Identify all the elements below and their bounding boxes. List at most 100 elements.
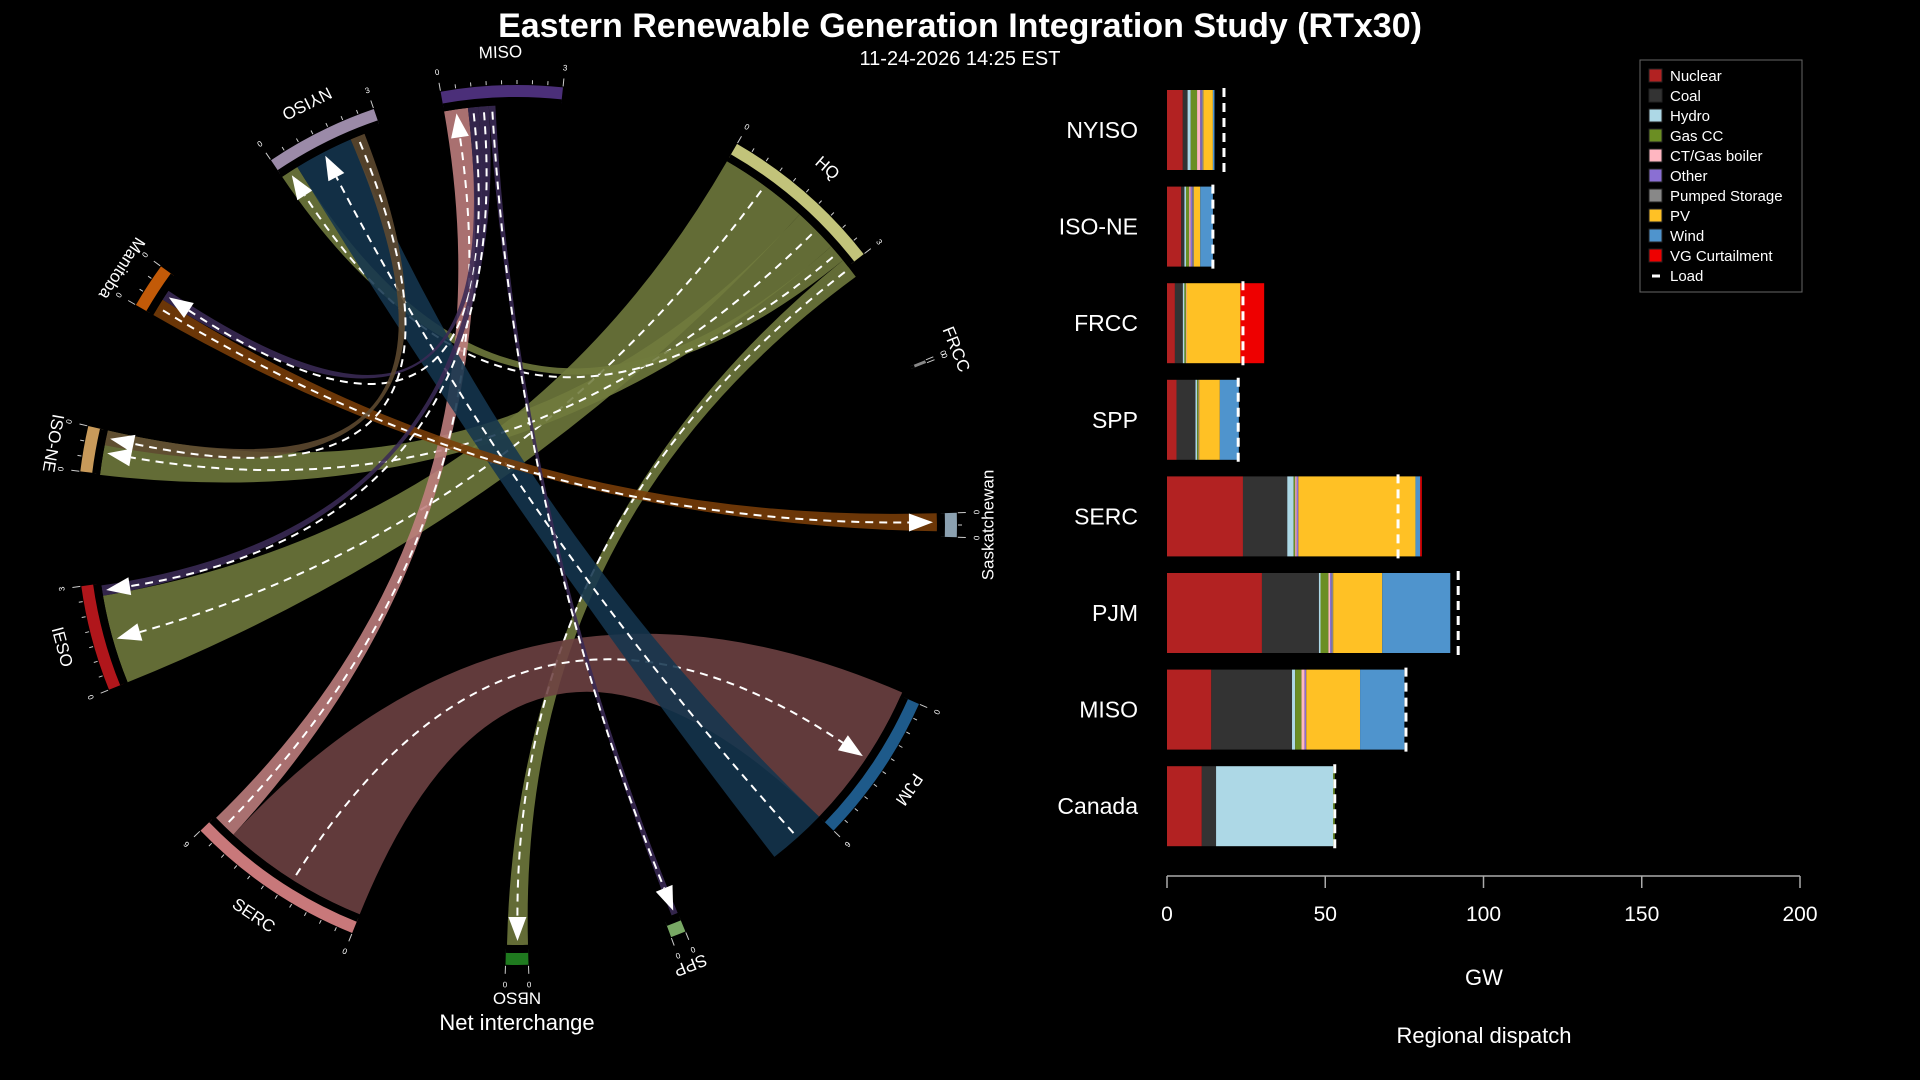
legend-label-hydro: Hydro: [1670, 108, 1710, 125]
flow-arrow-miso-to-spp: [655, 884, 674, 911]
node-rim-nyiso: [277, 120, 381, 177]
legend: Nuclear Coal Hydro Gas CC CT/Gas boiler Other…: [1639, 59, 1803, 293]
node-label-nyiso: NYISO: [279, 83, 335, 124]
bar-miso-coal: [1211, 669, 1293, 750]
flow-line-manitoba-to-saskatchewan: [162, 309, 910, 524]
bar-nyiso-coal: [1182, 90, 1188, 170]
node-rim-miso: [442, 97, 562, 112]
node-tick-serc: [233, 865, 238, 869]
node-tick-pjm: [906, 731, 911, 735]
node-tick-spp: [685, 932, 690, 940]
node-tick-iso-ne: [77, 454, 82, 457]
node-tick-manitoba: [139, 288, 144, 292]
node-scale-max-manitoba: 0: [140, 250, 150, 259]
node-label-nbso: NBSO: [493, 989, 541, 1008]
legend-swatch-other: [1648, 168, 1663, 183]
legend-label-nuclear: Nuclear: [1670, 68, 1722, 85]
node-tick-hq: [853, 237, 858, 241]
flow-line-nyiso-to-iso-ne: [133, 141, 407, 459]
bar-pjm-wind: [1382, 573, 1451, 653]
legend-swatch-ct-gas-boiler: [1648, 148, 1663, 163]
node-tick-serc: [208, 842, 213, 847]
legend-label-wind: Wind: [1670, 228, 1704, 245]
node-tick-serc: [247, 875, 251, 880]
node-scale-min-hq: 0: [743, 122, 752, 132]
bar-serc-ct-gas-boiler: [1295, 476, 1297, 557]
bar-spp-hydro: [1195, 379, 1198, 460]
bar-canada-nuclear: [1167, 766, 1202, 847]
bar-nyiso-gas-cc: [1190, 90, 1198, 170]
node-label-saskatchewan: Saskatchewan: [978, 470, 997, 581]
node-tick-pjm: [833, 830, 841, 838]
node-scale-max-hq: 3: [874, 238, 884, 247]
node-tick-ieso: [100, 689, 109, 694]
node-label-hq: HQ: [812, 152, 844, 183]
node-tick-ieso: [85, 631, 90, 634]
node-tick-serc: [334, 927, 337, 932]
bar-miso-gas-cc: [1295, 669, 1302, 750]
node-scale-min-frcc: 0: [938, 349, 948, 357]
node-tick-nyiso: [356, 109, 359, 114]
node-scale-max-iso-ne: 0: [64, 418, 74, 425]
category-label-serc: SERC: [1074, 503, 1138, 529]
node-tick-ieso: [78, 601, 83, 603]
bar-pjm-nuclear: [1167, 573, 1262, 653]
bar-iso-ne-hydro: [1184, 186, 1186, 267]
node-tick-ieso: [81, 616, 86, 618]
node-tick-miso: [438, 82, 441, 91]
flow-line-miso-to-manitoba: [188, 113, 480, 385]
bar-frcc-ct-gas-boiler: [1185, 283, 1187, 364]
bar-serc-hydro: [1287, 476, 1294, 557]
legend-swatch-pv: [1648, 208, 1663, 223]
x-tick-label-200: 200: [1782, 903, 1817, 926]
flow-arrow-hq-to-ieso: [116, 623, 143, 641]
node-rim-ieso: [93, 583, 128, 686]
node-tick-nyiso: [265, 152, 271, 160]
flow-line-miso-to-ieso: [129, 112, 488, 588]
bar-nyiso-hydro: [1187, 90, 1191, 170]
ribbon-pjm-to-nyiso: [297, 139, 820, 857]
bar-spp-gas-cc: [1197, 379, 1199, 460]
node-tick-iso-ne: [80, 439, 85, 442]
node-scale-min-pjm: 0: [932, 708, 942, 716]
node-rim-serc: [209, 816, 360, 922]
legend-label-ct-gas-boiler: CT/Gas boiler: [1670, 148, 1763, 165]
node-label-miso: MISO: [478, 42, 522, 63]
node-tick-hq: [765, 157, 769, 162]
flow-line-serc-to-miso: [227, 137, 471, 823]
bar-serc-wind: [1415, 476, 1421, 557]
bar-frcc-pv: [1186, 283, 1241, 364]
flow-arrow-miso-to-ieso: [106, 577, 132, 596]
node-tick-hq: [737, 135, 742, 144]
node-tick-pjm: [913, 717, 918, 721]
ribbon-serc-to-pjm: [233, 633, 903, 915]
legend-label-vg-curtailment: VG Curtailment: [1670, 248, 1773, 265]
node-scale-min-ieso: 0: [86, 693, 96, 701]
node-tick-pjm: [890, 758, 895, 762]
bar-iso-ne-other: [1190, 186, 1193, 267]
legend-swatch-hydro: [1648, 108, 1663, 123]
node-scale-max-pjm: 6: [842, 840, 852, 850]
node-scale-min-serc: 0: [341, 946, 349, 956]
flow-line-hq-to-nbso: [516, 271, 846, 918]
bar-spp-coal: [1176, 379, 1196, 460]
node-scale-max-nbso: 0: [502, 980, 507, 989]
bar-pjm-pumped-storage: [1331, 573, 1334, 653]
bar-frcc-gas-cc: [1184, 283, 1186, 364]
ribbon-miso-to-spp: [488, 105, 678, 916]
node-scale-max-ieso: 3: [57, 586, 67, 592]
node-rim-manitoba: [146, 273, 178, 316]
category-label-nyiso: NYISO: [1066, 117, 1138, 143]
legend-label-load: Load: [1670, 268, 1703, 285]
bar-iso-ne-gas-cc: [1185, 186, 1190, 267]
x-axis-label: GW: [1465, 965, 1503, 990]
flow-line-miso-to-spp: [491, 111, 666, 889]
node-tick-pjm: [854, 808, 859, 812]
node-tick-serc: [289, 903, 293, 908]
flow-arrow-hq-to-nbso: [508, 917, 527, 941]
node-tick-ieso: [93, 660, 98, 663]
node-tick-nyiso: [310, 130, 314, 135]
node-tick-ieso: [89, 646, 94, 649]
bar-nyiso-wind: [1212, 90, 1215, 170]
legend-swatch-gas-cc: [1648, 128, 1663, 143]
